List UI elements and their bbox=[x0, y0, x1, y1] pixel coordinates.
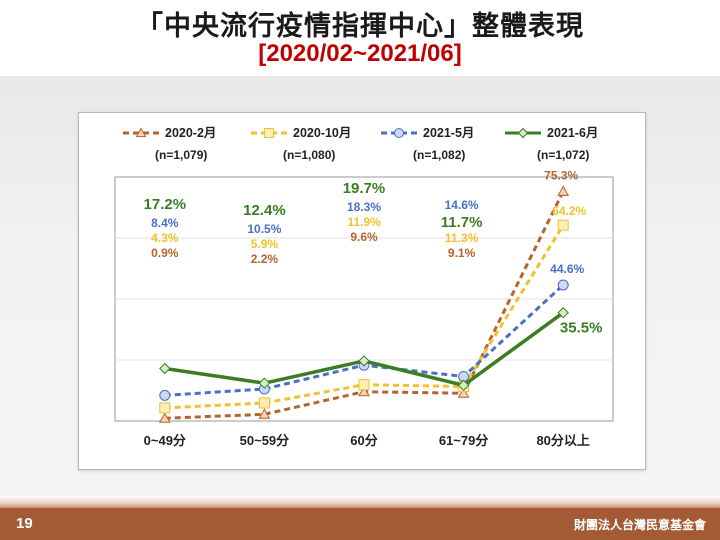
chart-panel: 2020-2月 (n=1,079) 2020-10月 (n=1,080) 2021-5月… bbox=[78, 112, 646, 470]
legend-series-name: 2020-10月 bbox=[293, 126, 351, 140]
data-label: 9.1% bbox=[448, 246, 476, 260]
legend-sample-size: (n=1,082) bbox=[413, 148, 465, 162]
data-point bbox=[358, 355, 370, 367]
chart-legend: 2020-2月 (n=1,079) 2020-10月 (n=1,080) 2021-5月… bbox=[123, 126, 598, 162]
x-tick-label: 60分 bbox=[350, 433, 377, 448]
data-point bbox=[557, 185, 570, 196]
data-label: 18.3% bbox=[347, 200, 381, 214]
data-label: 8.4% bbox=[151, 216, 179, 230]
data-label: 4.3% bbox=[151, 231, 179, 245]
legend-marker bbox=[135, 127, 147, 138]
x-tick-label: 50~59分 bbox=[240, 433, 290, 448]
data-point bbox=[258, 377, 271, 389]
legend-series-name: 2020-2月 bbox=[165, 126, 216, 140]
data-label: 11.9% bbox=[347, 215, 381, 229]
series-layer bbox=[158, 185, 570, 423]
data-label: 75.3% bbox=[544, 168, 578, 182]
data-point bbox=[258, 408, 271, 419]
data-point bbox=[159, 402, 171, 414]
x-axis: 0~49分 50~59分 60分 61~79分 80分以上 bbox=[144, 433, 590, 448]
data-label: 14.6% bbox=[445, 198, 479, 212]
data-label: 19.7% bbox=[343, 180, 386, 197]
legend-series-name: 2021-5月 bbox=[423, 126, 474, 140]
data-point bbox=[557, 307, 569, 319]
data-label: 9.6% bbox=[350, 230, 378, 244]
data-label: 5.9% bbox=[251, 237, 279, 251]
legend-sample-size: (n=1,080) bbox=[283, 148, 335, 162]
legend-marker bbox=[517, 127, 529, 139]
data-point bbox=[457, 379, 470, 392]
footer-divider bbox=[0, 496, 720, 508]
line-chart: 2020-2月 (n=1,079) 2020-10月 (n=1,080) 2021-5月… bbox=[114, 126, 614, 448]
legend-marker bbox=[264, 128, 274, 138]
data-label: 35.5% bbox=[560, 320, 603, 337]
data-label: 17.2% bbox=[144, 196, 187, 213]
data-label: 10.5% bbox=[247, 222, 281, 236]
page-number: 19 bbox=[16, 515, 33, 532]
organization-name: 財團法人台灣民意基金會 bbox=[573, 518, 706, 532]
legend-sample-size: (n=1,079) bbox=[155, 148, 207, 162]
data-point bbox=[358, 385, 370, 397]
slide-subtitle: [2020/02~2021/06] bbox=[258, 40, 462, 67]
data-label: 44.6% bbox=[550, 262, 584, 276]
data-label: 12.4% bbox=[243, 202, 286, 219]
data-label: 11.3% bbox=[445, 231, 479, 245]
slide-title: 「中央流行疫情指揮中心」整體表現 bbox=[136, 11, 584, 42]
data-labels: 17.2% 8.4%4.3%0.9% 12.4% 10.5%5.9%2.2% 19.7%… bbox=[144, 168, 603, 336]
data-point bbox=[557, 219, 569, 231]
legend-marker bbox=[394, 128, 404, 138]
data-label: 64.2% bbox=[552, 204, 586, 218]
data-point bbox=[258, 397, 270, 409]
data-point bbox=[159, 362, 171, 375]
data-label: 0.9% bbox=[151, 246, 179, 260]
data-point bbox=[158, 412, 171, 423]
data-label: 2.2% bbox=[251, 252, 279, 266]
data-point bbox=[159, 389, 171, 401]
legend-series-name: 2021-6月 bbox=[547, 126, 598, 140]
data-point bbox=[457, 387, 470, 398]
data-label: 11.7% bbox=[441, 214, 483, 231]
x-tick-label: 0~49分 bbox=[144, 433, 186, 448]
data-point bbox=[557, 279, 569, 291]
x-tick-label: 61~79分 bbox=[439, 433, 489, 448]
legend-sample-size: (n=1,072) bbox=[537, 148, 589, 162]
data-point bbox=[358, 379, 370, 391]
footer-bar: 19 財團法人台灣民意基金會 bbox=[0, 508, 720, 540]
x-tick-label: 80分以上 bbox=[536, 433, 589, 448]
